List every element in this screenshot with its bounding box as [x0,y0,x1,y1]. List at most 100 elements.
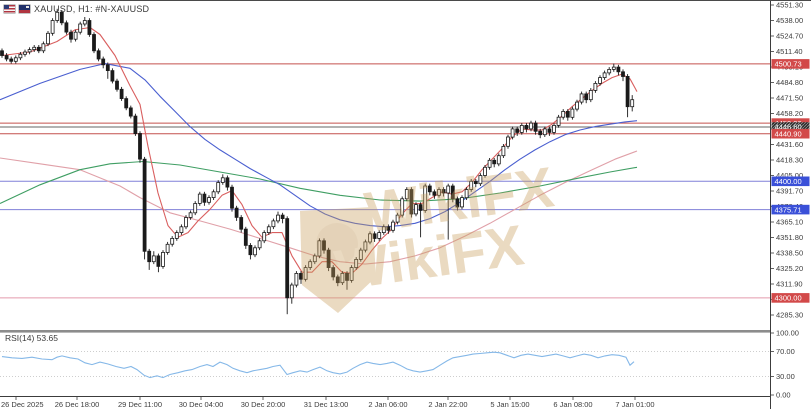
candle-body [501,145,506,157]
price-line-label [771,176,810,187]
candle-body [414,204,418,215]
candle-body [197,193,202,204]
candle-body [13,57,18,62]
candle-body [96,50,101,60]
candle-body [266,226,271,234]
candle-body [427,185,432,193]
ma-slow-salmon [0,150,638,265]
candle-body [161,251,165,267]
rsi-line [1,351,635,379]
candle-body [340,272,345,284]
candle-body [335,276,340,284]
candle-body [151,255,156,263]
time-tick-label: 29 Dec 11:00 [118,400,162,409]
candle-body [345,272,349,281]
candle-body [82,20,87,25]
symbol-flag-icon [19,5,30,13]
price-tick-label: 4524.70 [776,32,803,41]
time-tick-label: 5 Jan 15:00 [490,400,529,409]
price-tick-label: 4418.30 [776,156,803,165]
price-line-labels: 4500.734450.004446.604440.904400.004375.… [771,59,810,303]
hatched-price-label [771,122,810,132]
candle-body [496,155,501,165]
candle-body [170,237,175,245]
candle-body [280,214,285,220]
candle-body [289,284,294,299]
time-axis-bg [0,396,811,409]
pane-separator[interactable] [0,330,770,333]
candle-body [92,34,96,52]
candle-body [630,99,635,108]
candle-body [138,133,142,160]
price-tick-label: 4471.50 [776,94,803,103]
price-tick-label: 4391.70 [776,187,803,196]
candle-body [239,217,244,230]
rsi-tick-label: 100.00 [776,329,799,338]
candle-body [110,70,115,82]
candle-body [36,46,41,52]
candle-body [593,83,598,91]
candle-body [294,272,299,286]
candle-body [354,258,359,268]
candle-body [483,166,487,176]
candle-body [46,32,50,45]
candle-body [184,217,188,228]
candle-body [542,128,547,136]
wikifx-watermark: WikiFX WikiFX [300,155,558,313]
candle-body [418,204,423,211]
candle-body [253,247,257,256]
candle-body [400,198,405,216]
candle-body [225,177,230,188]
candle-body [101,58,106,66]
candle-body [216,182,221,193]
candle-body [202,193,207,203]
candle-body [115,80,119,90]
candle-body [446,185,451,194]
price-tick-label: 4351.80 [776,233,803,242]
candle-body [179,226,184,234]
symbol-title-label: XAUUSD, H1: #N-XAUUSD [34,4,150,14]
candle-body [234,207,239,218]
wikifx-logo-watermark [300,207,376,313]
candle-body [386,226,391,231]
candle-body [41,43,46,52]
candle-body [317,240,322,257]
time-tick-label: 2 Jan 06:00 [368,400,407,409]
candle-body [570,108,575,118]
candle-body [533,122,538,132]
candle-body [4,55,9,60]
wikifx-logo-head [316,223,358,265]
candle-body [243,228,248,246]
candle-body [331,267,336,278]
price-tick-label: 4511.40 [776,47,803,56]
candle-body [363,241,368,251]
candle-body [561,111,566,118]
candle-body [432,191,437,196]
candle-body [455,198,460,208]
candle-body [207,197,211,203]
price-tick-label: 4405.00 [776,171,803,180]
time-tick-label: 30 Dec 04:00 [179,400,224,409]
candle-body [55,11,60,21]
candle-body [27,49,32,53]
candle-body [312,255,317,263]
candle-body [625,76,630,108]
candle-body [487,159,492,168]
candle-body [441,189,446,194]
time-axis[interactable]: 26 Dec 2025 26 Dec 18:00 29 Dec 11:00 30 De… [1,396,655,409]
candle-body [565,111,570,118]
candle-body [492,159,497,165]
candle-body [598,77,602,84]
candle-body [73,31,78,40]
time-tick-label: 6 Jan 08:00 [553,400,592,409]
price-tick-label: 4365.10 [776,218,803,227]
candle-body [23,51,27,55]
price-line-label-text: 4500.73 [775,60,802,69]
price-tick-label: 4431.60 [776,140,803,149]
price-tick-label: 4311.90 [776,280,803,289]
candle-body [9,58,14,62]
candle-body [271,220,276,228]
price-line-label [771,128,810,139]
candle-body [303,267,308,280]
